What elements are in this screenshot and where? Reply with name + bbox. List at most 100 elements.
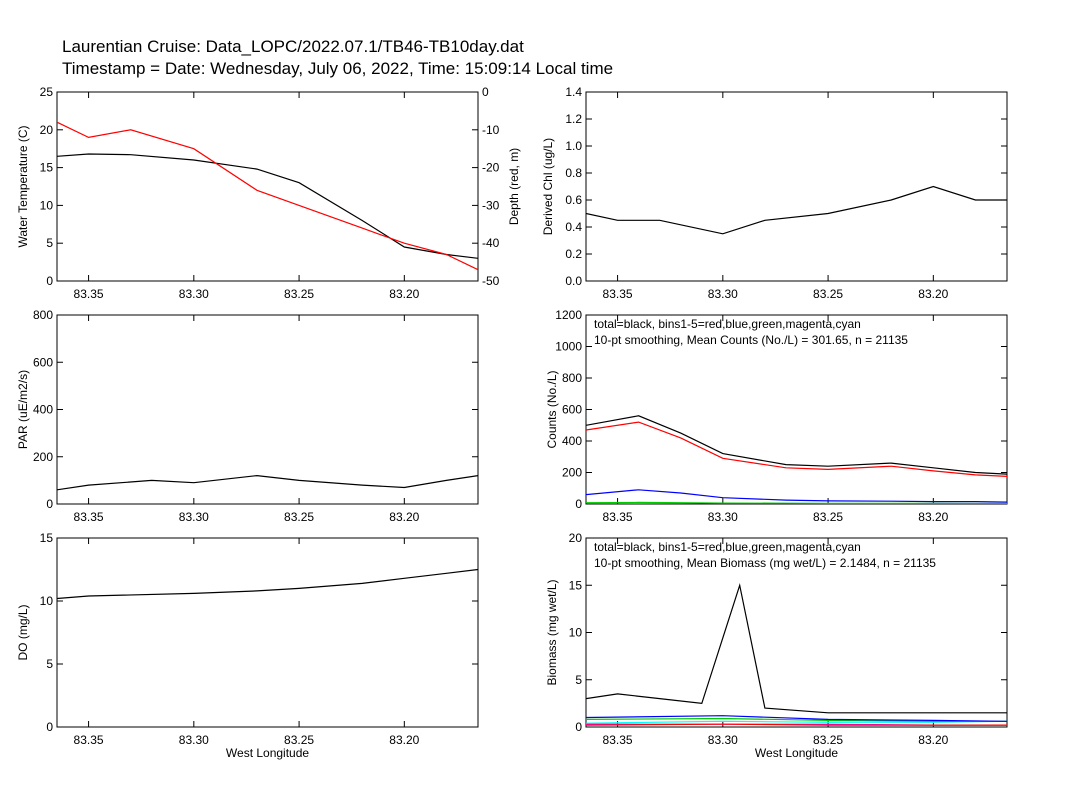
chart-title-line1: Laurentian Cruise: Data_LOPC/2022.07.1/T… <box>62 37 524 56</box>
x-tick-label: 83.30 <box>708 287 738 301</box>
y-axis-label: Biomass (mg wet/L) <box>545 579 559 685</box>
y-axis-label: Derived Chl (ug/L) <box>541 138 555 235</box>
y-tick-label: 5 <box>575 673 582 687</box>
series-line-2 <box>586 489 1007 503</box>
chart-title-line2: Timestamp = Date: Wednesday, July 06, 20… <box>62 59 614 78</box>
y-tick-label: 5 <box>46 236 53 250</box>
plot-frame <box>56 537 479 728</box>
x-tick-label: 83.30 <box>708 510 738 524</box>
chart-panel-chlorophyll: 83.35 83.30 83.25 83.20 0.0 0.2 0.4 0.6 0.8 1.0 1.… <box>541 85 1008 301</box>
y-tick-label: 15 <box>569 578 583 592</box>
x-tick-label: 83.25 <box>284 287 314 301</box>
plot-frame <box>585 91 1008 282</box>
series-line-0 <box>586 582 1007 714</box>
y-tick-label: 5 <box>46 657 53 671</box>
series-line-0 <box>57 568 478 600</box>
chart-annotation: 10-pt smoothing, Mean Counts (No./L) = 3… <box>594 333 908 347</box>
y-tick-label: 10 <box>40 594 54 608</box>
x-tick-label: 83.35 <box>74 733 104 747</box>
x-axis-label: West Longitude <box>755 746 838 760</box>
y-tick-label: 0 <box>46 497 53 511</box>
y-tick-label: 1.0 <box>565 139 582 153</box>
y-tick-label: 0 <box>575 720 582 734</box>
y-tick-label: 0.2 <box>565 247 582 261</box>
x-tick-label: 83.35 <box>603 510 633 524</box>
chart-panel-temperature-depth: 83.35 83.30 83.25 83.20 0 5 10 15 20 25 -50 -40 -30 -… <box>16 85 521 301</box>
y-axis-label: PAR (uE/m2/s) <box>16 370 30 449</box>
x-tick-label: 83.30 <box>179 733 209 747</box>
x-tick-label: 83.20 <box>389 510 419 524</box>
x-tick-label: 83.25 <box>813 287 843 301</box>
x-tick-label: 83.35 <box>74 287 104 301</box>
y-tick-label: 15 <box>40 161 54 175</box>
series-line-3 <box>586 501 1007 504</box>
y-tick-label: 1.2 <box>565 112 582 126</box>
chart-annotation: total=black, bins1-5=red,blue,green,mage… <box>594 317 861 331</box>
x-axis-label: West Longitude <box>226 746 309 760</box>
y-tick-label: 20 <box>569 531 583 545</box>
y-tick-label: 0.8 <box>565 166 582 180</box>
y-tick-label: 15 <box>40 531 54 545</box>
series-line-0 <box>57 153 478 259</box>
x-tick-label: 83.25 <box>284 733 314 747</box>
y-tick-label: 200 <box>33 450 53 464</box>
y2-tick-label: -50 <box>482 274 500 288</box>
y-tick-label: 10 <box>40 198 54 212</box>
y2-tick-label: 0 <box>482 85 489 99</box>
series-line-1 <box>57 121 478 271</box>
x-tick-label: 83.35 <box>603 287 633 301</box>
y2-tick-label: -20 <box>482 161 500 175</box>
y-tick-label: 0 <box>46 274 53 288</box>
x-tick-label: 83.25 <box>813 733 843 747</box>
y-tick-label: 20 <box>40 123 54 137</box>
y-tick-label: 0.4 <box>565 220 582 234</box>
plot-frame <box>56 314 479 505</box>
chart-annotation: 10-pt smoothing, Mean Biomass (mg wet/L)… <box>594 556 936 570</box>
y-tick-label: 600 <box>33 355 53 369</box>
y-tick-label: 0.6 <box>565 193 582 207</box>
chart-panel-counts: 83.35 83.30 83.25 83.20 0 200 400 600 800 1000 120… <box>545 308 1008 524</box>
x-tick-label: 83.20 <box>918 287 948 301</box>
chart-annotation: total=black, bins1-5=red,blue,green,mage… <box>594 540 861 554</box>
y-tick-label: 600 <box>562 403 582 417</box>
y2-tick-label: -30 <box>482 198 500 212</box>
y-tick-label: 200 <box>562 466 582 480</box>
x-tick-label: 83.30 <box>179 287 209 301</box>
chart-panel-dissolved-oxygen: 83.35 83.30 83.25 83.20 0 5 10 15 DO (mg/L) West … <box>16 531 479 760</box>
y-tick-label: 1200 <box>555 308 582 322</box>
y-tick-label: 400 <box>562 434 582 448</box>
y-axis-label: Counts (No./L) <box>545 370 559 448</box>
x-tick-label: 83.20 <box>918 733 948 747</box>
x-tick-label: 83.30 <box>179 510 209 524</box>
y2-axis-label: Depth (red, m) <box>507 148 521 225</box>
x-tick-label: 83.20 <box>918 510 948 524</box>
y-axis-label: Water Temperature (C) <box>16 125 30 247</box>
y-tick-label: 1000 <box>555 340 582 354</box>
series-line-1 <box>586 421 1007 477</box>
y-tick-label: 0.0 <box>565 274 582 288</box>
plot-frame <box>56 91 479 282</box>
x-tick-label: 83.20 <box>389 287 419 301</box>
y-tick-label: 800 <box>562 371 582 385</box>
series-line-0 <box>586 185 1007 235</box>
y-tick-label: 25 <box>40 85 54 99</box>
y2-tick-label: -10 <box>482 123 500 137</box>
y-tick-label: 800 <box>33 308 53 322</box>
y-tick-label: 400 <box>33 403 53 417</box>
chart-panel-biomass: 83.35 83.30 83.25 83.20 0 5 10 15 20 Biomass (mg … <box>545 531 1008 760</box>
series-line-5 <box>586 723 1007 726</box>
chart-panel-par: 83.35 83.30 83.25 83.20 0 200 400 600 800 PAR (uE… <box>16 308 479 524</box>
x-tick-label: 83.25 <box>813 510 843 524</box>
y2-tick-label: -40 <box>482 236 500 250</box>
series-line-0 <box>57 474 478 491</box>
x-tick-label: 83.30 <box>708 733 738 747</box>
x-tick-label: 83.25 <box>284 510 314 524</box>
y-tick-label: 1.4 <box>565 85 582 99</box>
x-tick-label: 83.35 <box>74 510 104 524</box>
y-tick-label: 0 <box>575 497 582 511</box>
y-tick-label: 10 <box>569 626 583 640</box>
series-line-0 <box>586 415 1007 475</box>
x-tick-label: 83.35 <box>603 733 633 747</box>
x-tick-label: 83.20 <box>389 733 419 747</box>
